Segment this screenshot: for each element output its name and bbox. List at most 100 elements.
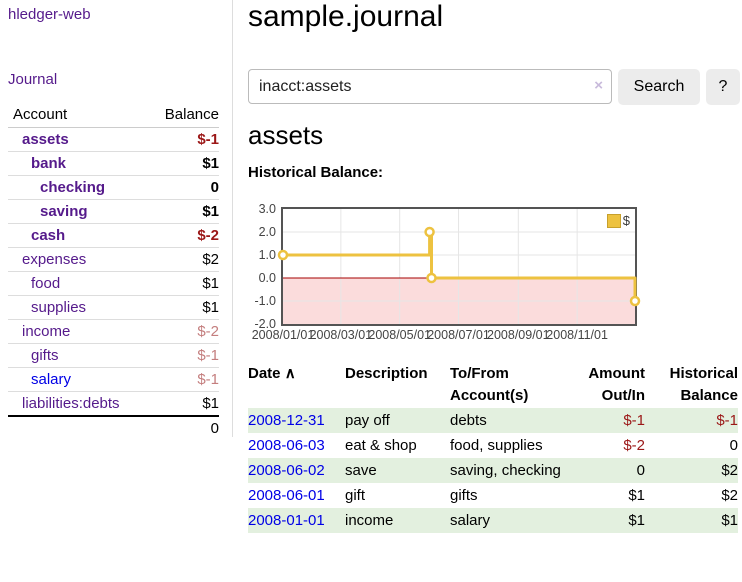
account-balance: $1: [202, 203, 219, 220]
account-row: expenses $2: [8, 247, 219, 272]
account-balance: $1: [202, 155, 219, 172]
txn-description: eat & shop: [345, 437, 417, 454]
account-link[interactable]: food: [31, 275, 61, 292]
x-axis-label: 2008/05/01: [368, 328, 431, 342]
account-balance: $1: [202, 395, 219, 412]
y-axis-label: 2.0: [258, 225, 276, 239]
txn-balance: $2: [721, 462, 738, 479]
account-row: food $1: [8, 271, 219, 296]
txn-amount: $-2: [623, 437, 645, 454]
x-axis-label: 2008/11/01: [546, 328, 608, 342]
search-input[interactable]: [248, 69, 612, 104]
account-row: gifts $-1: [8, 343, 219, 368]
page-title: sample.journal: [248, 0, 444, 33]
account-balance: $-2: [197, 323, 219, 340]
x-axis-label: 2008/07/01: [427, 328, 490, 342]
transaction-date-link[interactable]: 2008-01-01: [248, 512, 325, 529]
account-balance: $-1: [197, 371, 219, 388]
txn-accounts: gifts: [450, 487, 478, 504]
historical-balance-chart: 3.0 2.0 1.0 0.0 -1.0 -2.0 $ 2008/01/01 2008/03…: [248, 202, 648, 350]
account-link[interactable]: cash: [31, 227, 66, 244]
account-link[interactable]: saving: [40, 203, 88, 220]
txn-description: income: [345, 512, 394, 529]
accounts-header-balance: Balance: [164, 106, 219, 123]
transaction-date-link[interactable]: 2008-06-03: [248, 437, 325, 454]
transactions-header-row: Date ∧ Description To/From Account(s) Am…: [248, 362, 738, 408]
account-heading: assets: [248, 120, 324, 150]
search-form: × Search ?: [248, 69, 740, 105]
account-link[interactable]: checking: [40, 179, 106, 196]
transaction-row: 2008-01-01 income salary $1 $1: [248, 508, 738, 533]
clear-search-icon[interactable]: ×: [594, 77, 603, 94]
account-row: saving $1: [8, 199, 219, 224]
transaction-date-link[interactable]: 2008-06-02: [248, 462, 325, 479]
search-button[interactable]: Search: [618, 69, 700, 105]
account-link[interactable]: supplies: [31, 299, 87, 316]
txn-description: save: [345, 462, 377, 479]
sort-ascending-icon: ∧: [284, 365, 296, 382]
account-link[interactable]: salary: [31, 371, 72, 388]
account-balance: $-1: [197, 131, 219, 148]
account-row: income $-2: [8, 319, 219, 344]
account-row: bank $1: [8, 151, 219, 176]
account-balance: $-1: [197, 347, 219, 364]
accounts-header-row: Account Balance: [8, 103, 219, 128]
y-axis-label: 3.0: [258, 202, 276, 216]
account-balance: $1: [202, 275, 219, 292]
y-axis-label: 0.0: [258, 271, 276, 285]
txn-header-date[interactable]: Date ∧: [248, 365, 296, 382]
nav-journal-link[interactable]: Journal: [8, 71, 58, 88]
account-link[interactable]: assets: [22, 131, 69, 148]
txn-balance: $2: [721, 487, 738, 504]
x-axis-label: 2008/09/01: [487, 328, 550, 342]
transaction-date-link[interactable]: 2008-06-01: [248, 487, 325, 504]
transaction-row: 2008-06-03 eat & shop food, supplies $-2 0: [248, 433, 738, 458]
txn-amount: 0: [636, 462, 645, 479]
txn-amount: $1: [628, 512, 645, 529]
x-axis-label: 2008/01/01: [251, 328, 315, 342]
sidebar: hledger-web Journal Account Balance asse…: [0, 0, 233, 437]
transactions-table: Date ∧ Description To/From Account(s) Am…: [248, 362, 738, 533]
chart-heading: Historical Balance:: [248, 164, 384, 181]
accounts-total-row: 0: [8, 416, 219, 440]
txn-header-accounts: To/From Account(s): [450, 365, 529, 404]
account-link[interactable]: income: [22, 323, 71, 340]
txn-balance: $-1: [716, 412, 738, 429]
y-axis-label: -2.0: [254, 317, 276, 331]
chart-legend: $: [604, 212, 632, 229]
account-link[interactable]: bank: [31, 155, 67, 172]
account-row: checking 0: [8, 175, 219, 200]
accounts-table-body: assets $-1 bank $1 checking 0 saving $1 cash $-2 e…: [8, 127, 219, 417]
account-link[interactable]: expenses: [22, 251, 87, 268]
txn-balance: $1: [721, 512, 738, 529]
account-balance: $1: [202, 299, 219, 316]
txn-header-amount: Amount Out/In: [588, 365, 645, 404]
txn-accounts: debts: [450, 412, 487, 429]
account-row: salary $-1: [8, 367, 219, 392]
txn-accounts: saving, checking: [450, 462, 561, 479]
txn-accounts: food, supplies: [450, 437, 543, 454]
account-balance: $-2: [197, 227, 219, 244]
txn-amount: $1: [628, 487, 645, 504]
account-row: liabilities:debts $1: [8, 391, 219, 417]
txn-description: pay off: [345, 412, 390, 429]
transaction-row: 2008-06-01 gift gifts $1 $2: [248, 483, 738, 508]
accounts-header-account: Account: [13, 106, 68, 123]
x-axis-label: 2008/03/01: [309, 328, 373, 342]
txn-balance: 0: [729, 437, 738, 454]
chart-plot[interactable]: $: [277, 207, 641, 326]
transaction-date-link[interactable]: 2008-12-31: [248, 412, 325, 429]
app-title-link[interactable]: hledger-web: [8, 6, 91, 23]
account-link[interactable]: gifts: [31, 347, 59, 364]
transaction-row: 2008-12-31 pay off debts $-1 $-1: [248, 408, 738, 433]
help-button[interactable]: ?: [706, 69, 740, 105]
account-link[interactable]: liabilities:debts: [22, 395, 120, 412]
account-row: assets $-1: [8, 127, 219, 152]
y-axis-label: 1.0: [258, 248, 276, 262]
transactions-table-body: 2008-12-31 pay off debts $-1 $-1 2008-06-03 ea…: [248, 408, 738, 533]
y-axis-label: -1.0: [254, 294, 276, 308]
search-input-wrap: ×: [248, 69, 612, 104]
txn-amount: $-1: [623, 412, 645, 429]
txn-header-description: Description: [345, 365, 428, 382]
account-balance: $2: [202, 251, 219, 268]
